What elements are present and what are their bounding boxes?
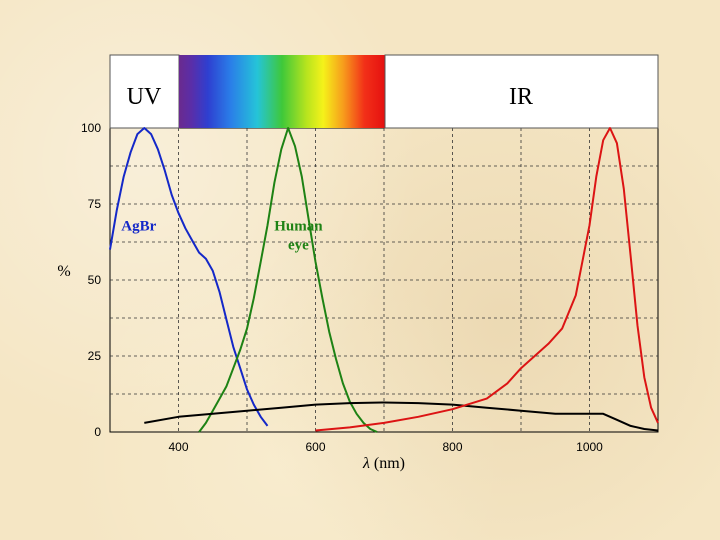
- series-4-line: [315, 127, 659, 432]
- x-axis-label: λ (nm): [362, 455, 405, 472]
- agbr-label: AgBr: [121, 218, 156, 234]
- human-eye-line: [198, 127, 378, 433]
- y-tick-label: 0: [94, 425, 101, 439]
- ir-band-label: IR: [509, 84, 533, 110]
- y-tick-label: 100: [81, 121, 101, 135]
- x-tick-label: 800: [442, 440, 462, 454]
- x-axis-label-symbol: λ: [362, 455, 370, 472]
- y-tick-label: 25: [88, 349, 102, 363]
- human-eye-label: eye: [288, 237, 309, 253]
- series-lines: [109, 127, 659, 433]
- grid-lines: [110, 128, 658, 432]
- y-tick-label: 75: [88, 197, 102, 211]
- agbr-line: [109, 127, 269, 427]
- tick-labels: 400 600 800 1000 0 25 50 75 100: [81, 121, 603, 454]
- x-tick-label: 600: [305, 440, 325, 454]
- ir-band-box: [384, 54, 659, 129]
- x-tick-label: 1000: [576, 440, 603, 454]
- uv-band-box: [109, 54, 180, 129]
- y-tick-label: 50: [88, 273, 102, 287]
- visible-spectrum-gradient: [179, 55, 385, 128]
- x-tick-label: 400: [168, 440, 188, 454]
- human-eye-label: Human: [274, 218, 323, 234]
- uv-band-label: UV: [127, 84, 162, 110]
- x-axis-label-unit: (nm): [374, 455, 405, 472]
- series-labels: AgBr Human eye: [121, 218, 323, 253]
- y-axis-label: %: [57, 263, 70, 280]
- spectrum-band-strip: UV IR: [109, 54, 659, 129]
- series-3-line: [144, 401, 659, 432]
